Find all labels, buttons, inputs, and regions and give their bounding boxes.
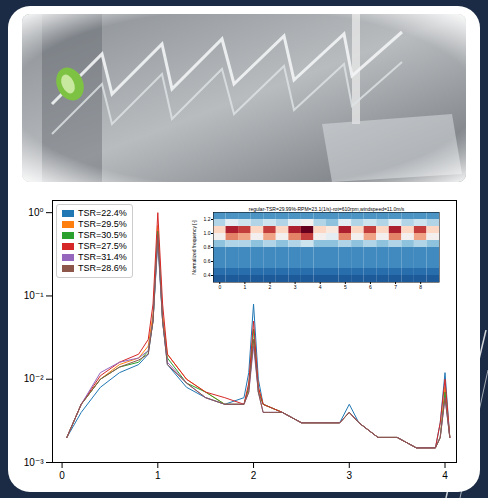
svg-text:0.6: 0.6 xyxy=(204,258,211,264)
html-text:TSR=22.4%: TSR=22.4% xyxy=(78,208,127,218)
svg-text:4: 4 xyxy=(319,284,322,290)
svg-text:0.4: 0.4 xyxy=(204,272,211,278)
svg-text:7: 7 xyxy=(394,284,397,290)
html-text:TSR=31.4%: TSR=31.4% xyxy=(78,252,127,262)
svg-text:2: 2 xyxy=(251,470,257,481)
svg-text:Normalized frequency [-]: Normalized frequency [-] xyxy=(191,220,197,275)
html-text:TSR=29.5%: TSR=29.5% xyxy=(78,219,127,229)
svg-text:0: 0 xyxy=(59,470,65,481)
svg-text:1.0: 1.0 xyxy=(204,230,211,236)
svg-text:0: 0 xyxy=(218,284,221,290)
svg-text:3: 3 xyxy=(294,284,297,290)
svg-text:10⁻²: 10⁻² xyxy=(24,373,44,384)
svg-text:1: 1 xyxy=(243,284,246,290)
svg-text:0.8: 0.8 xyxy=(204,244,211,250)
svg-text:regular-TSR=29.99%-RPM=23.1(1/: regular-TSR=29.99%-RPM=23.1(1/s)-rot=610… xyxy=(249,206,405,212)
svg-text:1: 1 xyxy=(155,470,161,481)
svg-text:2: 2 xyxy=(269,284,272,290)
svg-text:6: 6 xyxy=(369,284,372,290)
svg-text:5: 5 xyxy=(344,284,347,290)
svg-text:1.2: 1.2 xyxy=(204,216,211,222)
html-text:TSR=30.5%: TSR=30.5% xyxy=(78,230,127,240)
svg-text:10⁰: 10⁰ xyxy=(28,207,43,218)
svg-text:10⁻³: 10⁻³ xyxy=(24,457,44,468)
svg-text:8: 8 xyxy=(419,284,422,290)
html-text:TSR=28.6%: TSR=28.6% xyxy=(78,263,127,273)
svg-text:4: 4 xyxy=(442,470,448,481)
svg-text:10⁻¹: 10⁻¹ xyxy=(24,290,44,301)
html-text:TSR=27.5%: TSR=27.5% xyxy=(78,241,127,251)
svg-text:3: 3 xyxy=(346,470,352,481)
